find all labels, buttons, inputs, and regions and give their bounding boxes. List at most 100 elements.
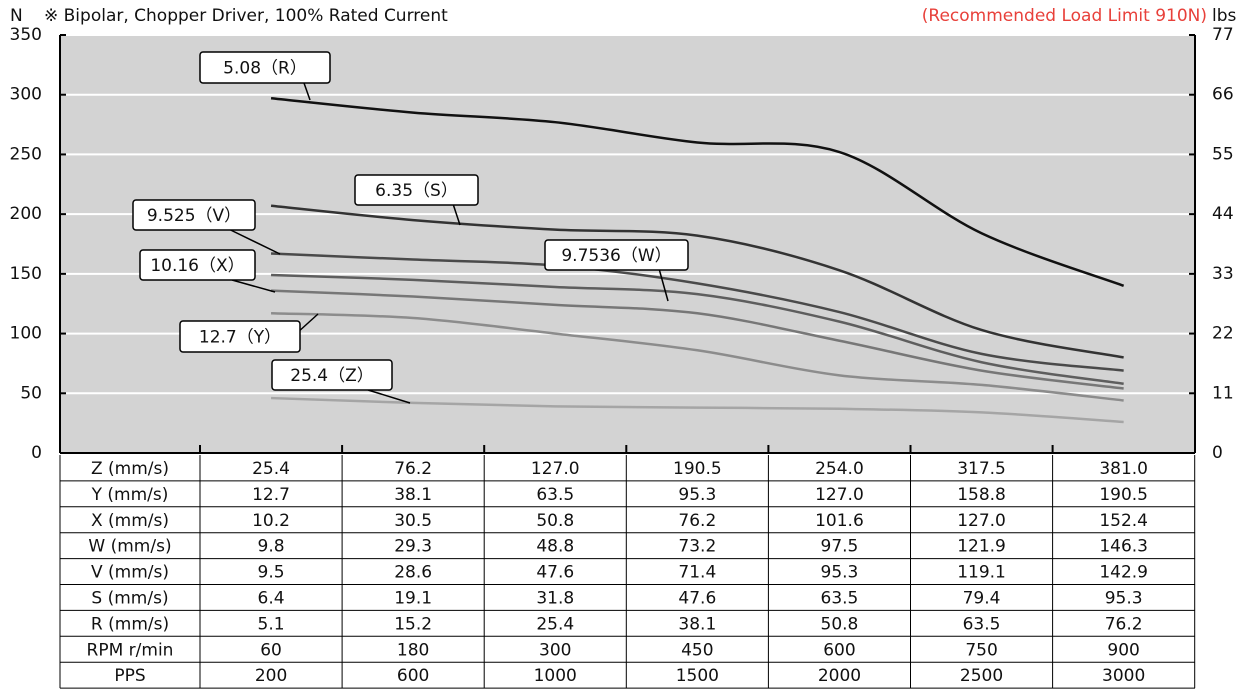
table-cell: 190.5	[1099, 485, 1148, 505]
table-cell: 600	[823, 640, 855, 660]
table-cell: 101.6	[815, 511, 864, 531]
legend-label: 5.08（R）	[223, 59, 307, 79]
legend-label: 6.35（S）	[375, 181, 458, 201]
table-cell: 317.5	[957, 459, 1006, 479]
table-cell: 146.3	[1099, 537, 1148, 557]
table-cell: 12.7	[252, 485, 290, 505]
table-cell: 121.9	[957, 537, 1006, 557]
table-cell: 2500	[960, 666, 1003, 686]
line-series	[271, 396, 1124, 424]
y-tick-label: 150	[10, 264, 42, 284]
table-cell: 50.8	[821, 614, 859, 634]
line-series	[270, 204, 1124, 359]
y2-tick-label: 22	[1212, 324, 1234, 344]
table-cell: 3000	[1102, 666, 1145, 686]
y2-tick-label: 11	[1212, 383, 1234, 403]
callout-leader	[367, 389, 411, 404]
table-cell: 63.5	[963, 614, 1001, 634]
y2-tick-label: 0	[1212, 443, 1223, 463]
y2-tick-label: 44	[1212, 204, 1234, 224]
table-cell: 47.6	[678, 588, 716, 608]
table-cell: 47.6	[536, 563, 574, 583]
table-cell: 71.4	[678, 563, 716, 583]
y2-axis-label: lbs	[1212, 6, 1237, 26]
callout-box	[199, 51, 331, 84]
table-cell: W (mm/s)	[88, 537, 171, 557]
y2-tick-label: 33	[1212, 264, 1234, 284]
table-cell: 127.0	[531, 459, 580, 479]
legend-label: 25.4（Z）	[290, 366, 374, 386]
subtitle: ※ Bipolar, Chopper Driver, 100% Rated Cu…	[44, 6, 448, 26]
callout-leader	[452, 204, 461, 226]
table-cell: 900	[1107, 640, 1139, 660]
y-tick-label: 250	[10, 144, 42, 164]
table-cell: Z (mm/s)	[91, 459, 169, 479]
line-series	[270, 97, 1125, 287]
table-cell: 1000	[534, 666, 577, 686]
line-series	[270, 289, 1124, 390]
table-cell: S (mm/s)	[91, 588, 168, 608]
line-series	[271, 312, 1124, 402]
table-cell: 28.6	[394, 563, 432, 583]
table-cell: 9.8	[258, 537, 285, 557]
table-cell: 38.1	[394, 485, 432, 505]
table-cell: 381.0	[1099, 459, 1148, 479]
callout-leader	[303, 82, 311, 101]
y-tick-label: 100	[10, 324, 42, 344]
callout-leader	[231, 279, 276, 293]
y-tick-label: 200	[10, 204, 42, 224]
table-cell: 9.5	[258, 563, 285, 583]
callout-box	[179, 320, 301, 353]
table-cell: 95.3	[678, 485, 716, 505]
callout-box	[139, 249, 256, 281]
table-cell: 76.2	[678, 511, 716, 531]
y-tick-label: 50	[20, 383, 42, 403]
callout-leader	[658, 269, 669, 302]
table-cell: 63.5	[821, 588, 859, 608]
table-cell: 48.8	[536, 537, 574, 557]
table-cell: 142.9	[1099, 563, 1148, 583]
table-cell: 60	[260, 640, 282, 660]
table-cell: RPM r/min	[87, 640, 174, 660]
y-tick-label: 0	[31, 443, 42, 463]
table-cell: 63.5	[536, 485, 574, 505]
table-cell: 97.5	[821, 537, 859, 557]
table-cell: 10.2	[252, 511, 290, 531]
table-cell: X (mm/s)	[91, 511, 169, 531]
y-tick-label: 350	[10, 25, 42, 45]
legend-label: 9.7536（W）	[561, 246, 671, 266]
table-cell: 750	[965, 640, 997, 660]
table-cell: 50.8	[536, 511, 574, 531]
table-cell: 200	[255, 666, 287, 686]
table-cell: 76.2	[1105, 614, 1143, 634]
table-cell: 190.5	[673, 459, 722, 479]
legend-label: 12.7（Y）	[199, 328, 281, 348]
table-cell: 5.1	[258, 614, 285, 634]
table-cell: 152.4	[1099, 511, 1148, 531]
y2-tick-label: 77	[1212, 25, 1234, 45]
table-cell: 79.4	[963, 588, 1001, 608]
legend-label: 10.16（X）	[150, 256, 244, 276]
annotation: (Recommended Load Limit 910N)	[922, 6, 1207, 26]
table-cell: 127.0	[815, 485, 864, 505]
table-cell: 31.8	[536, 588, 574, 608]
table-cell: 127.0	[957, 511, 1006, 531]
line-series	[271, 273, 1124, 385]
table-cell: 254.0	[815, 459, 864, 479]
y-axis-label: N	[10, 6, 23, 26]
y2-tick-label: 55	[1212, 144, 1234, 164]
table-cell: 73.2	[678, 537, 716, 557]
table-cell: 158.8	[957, 485, 1006, 505]
callout-box	[132, 199, 256, 231]
table-cell: 19.1	[394, 588, 432, 608]
table-cell: 6.4	[258, 588, 285, 608]
callout-leader	[230, 229, 281, 255]
table-cell: Y (mm/s)	[91, 485, 169, 505]
line-series	[270, 252, 1124, 372]
y-tick-label: 300	[10, 85, 42, 105]
callout-box	[544, 239, 689, 271]
table-cell: 95.3	[1105, 588, 1143, 608]
table-cell: 1500	[676, 666, 719, 686]
table-cell: PPS	[114, 666, 145, 686]
